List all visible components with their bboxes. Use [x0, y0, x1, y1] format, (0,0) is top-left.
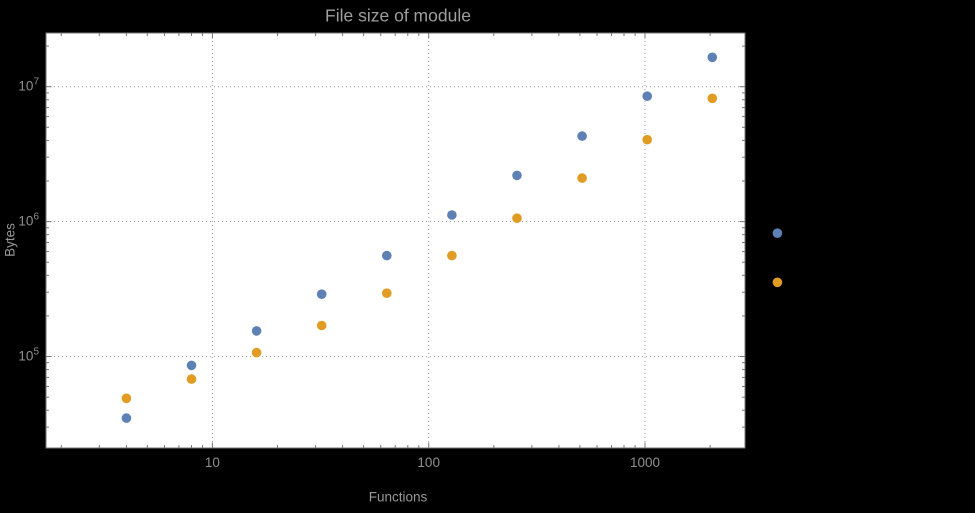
data-point-orange — [642, 134, 652, 145]
data-point-blue — [316, 289, 327, 300]
plot-area — [46, 33, 745, 448]
data-point-blue — [707, 52, 718, 63]
y-tick-label: 107 — [18, 77, 39, 94]
chart-title: File size of module — [325, 5, 471, 26]
data-point-blue — [642, 91, 652, 101]
y-axis-label: Bytes — [2, 223, 18, 257]
data-point-orange — [447, 250, 457, 261]
data-point-orange — [512, 213, 522, 223]
y-tick-label: 106 — [18, 212, 39, 229]
data-point-blue — [577, 131, 587, 141]
data-point-blue — [382, 250, 392, 261]
data-point-blue — [447, 210, 457, 220]
data-point-orange — [186, 374, 197, 384]
x-axis-label: Functions — [368, 489, 428, 505]
data-point-blue — [251, 326, 262, 336]
data-point-orange — [121, 393, 132, 404]
data-point-blue — [512, 170, 522, 181]
data-point-orange — [316, 320, 327, 331]
data-point-orange — [772, 277, 783, 288]
data-point-orange — [707, 93, 718, 104]
data-point-orange — [577, 173, 587, 183]
x-tick-label: 100 — [417, 455, 440, 470]
y-tick-label: 105 — [18, 347, 39, 364]
data-point-orange — [251, 347, 262, 358]
data-point-blue — [772, 228, 783, 238]
data-point-blue — [186, 360, 197, 371]
data-point-orange — [382, 288, 392, 299]
data-point-blue — [121, 413, 132, 423]
x-tick-label: 10 — [205, 455, 220, 470]
x-tick-label: 1000 — [630, 455, 660, 470]
